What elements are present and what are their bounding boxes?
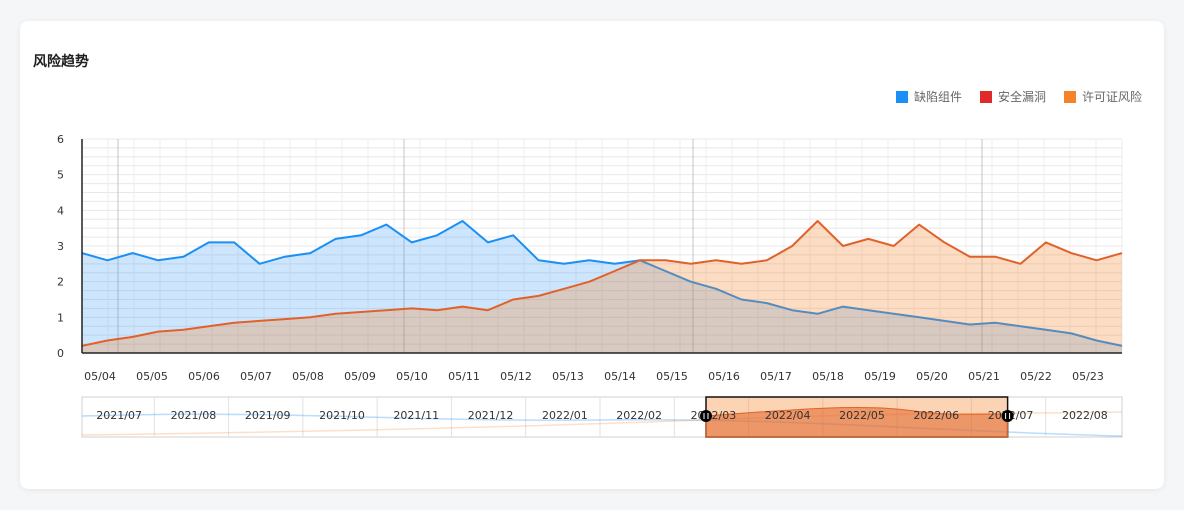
series-areas: [81, 220, 1123, 353]
slider-label: 2022/02: [616, 409, 662, 422]
x-tick-label: 05/19: [864, 370, 896, 383]
x-tick-label: 05/23: [1072, 370, 1104, 383]
slider-label: 2021/11: [393, 409, 439, 422]
y-tick-label: 6: [57, 133, 64, 146]
y-tick-label: 2: [57, 276, 64, 289]
x-tick-label: 05/22: [1020, 370, 1052, 383]
legend-item-defect[interactable]: 缺陷组件: [895, 88, 962, 105]
x-tick-label: 05/10: [396, 370, 428, 383]
slider-handle[interactable]: [700, 410, 712, 422]
slider-label: 2022/03: [691, 409, 737, 422]
slider-label: 2022/05: [839, 409, 885, 422]
slider-label: 2022/01: [542, 409, 588, 422]
series-area: [82, 221, 1122, 353]
y-tick-label: 0: [57, 347, 64, 360]
slider-label: 2021/12: [468, 409, 514, 422]
y-tick-label: 1: [57, 311, 64, 324]
slider-label: 2021/09: [245, 409, 291, 422]
x-tick-label: 05/13: [552, 370, 584, 383]
legend-item-license[interactable]: 许可证风险: [1063, 88, 1142, 105]
x-tick-label: 05/05: [136, 370, 168, 383]
x-tick-label: 05/04: [84, 370, 116, 383]
slider-label: 2021/08: [171, 409, 217, 422]
x-tick-label: 05/14: [604, 370, 636, 383]
x-tick-label: 05/15: [656, 370, 688, 383]
slider-label: 2022/06: [913, 409, 959, 422]
legend: 缺陷组件 安全漏洞 许可证风险: [895, 88, 1142, 105]
series-line: [81, 220, 1123, 347]
x-tick-label: 05/16: [708, 370, 740, 383]
slider-label: 2021/07: [96, 409, 142, 422]
legend-label: 缺陷组件: [913, 90, 962, 104]
x-tick-label: 05/12: [500, 370, 532, 383]
x-tick-label: 05/06: [188, 370, 220, 383]
series-line: [81, 220, 1123, 347]
legend-swatch: [979, 90, 992, 103]
x-tick-label: 05/21: [968, 370, 1000, 383]
x-tick-label: 05/17: [760, 370, 792, 383]
slider-label: 2022/04: [765, 409, 811, 422]
axes: 0 1 2 3 4 5 6 05/04 05/05 05/06 05/07 05/08 05/09 05/…: [57, 133, 1122, 383]
x-tick-label: 05/08: [292, 370, 324, 383]
slider-preview-line: [81, 411, 1123, 436]
y-tick-label: 5: [57, 169, 64, 182]
legend-swatch: [1063, 90, 1076, 103]
series-area: [82, 221, 1122, 353]
grid: [81, 138, 1123, 354]
slider-label: 2022/08: [1062, 409, 1108, 422]
legend-label: 安全漏洞: [997, 90, 1046, 104]
x-tick-label: 05/09: [344, 370, 376, 383]
legend-label: 许可证风险: [1081, 90, 1142, 104]
x-tick-label: 05/18: [812, 370, 844, 383]
x-tick-label: 05/20: [916, 370, 948, 383]
x-tick-label: 05/07: [240, 370, 272, 383]
legend-swatch: [895, 90, 908, 103]
chart-title: 风险趋势: [33, 54, 89, 70]
x-tick-label: 05/11: [448, 370, 480, 383]
slider-handle[interactable]: [1001, 410, 1014, 422]
range-slider: 2021/07 2021/08 2021/09 2021/10 2021/11 2021/…: [81, 396, 1123, 438]
slider-selected-area: [705, 407, 1009, 438]
y-tick-label: 4: [57, 204, 64, 217]
y-tick-label: 3: [57, 240, 64, 253]
slider-label: 2021/10: [319, 409, 365, 422]
legend-item-vuln[interactable]: 安全漏洞: [979, 88, 1046, 105]
